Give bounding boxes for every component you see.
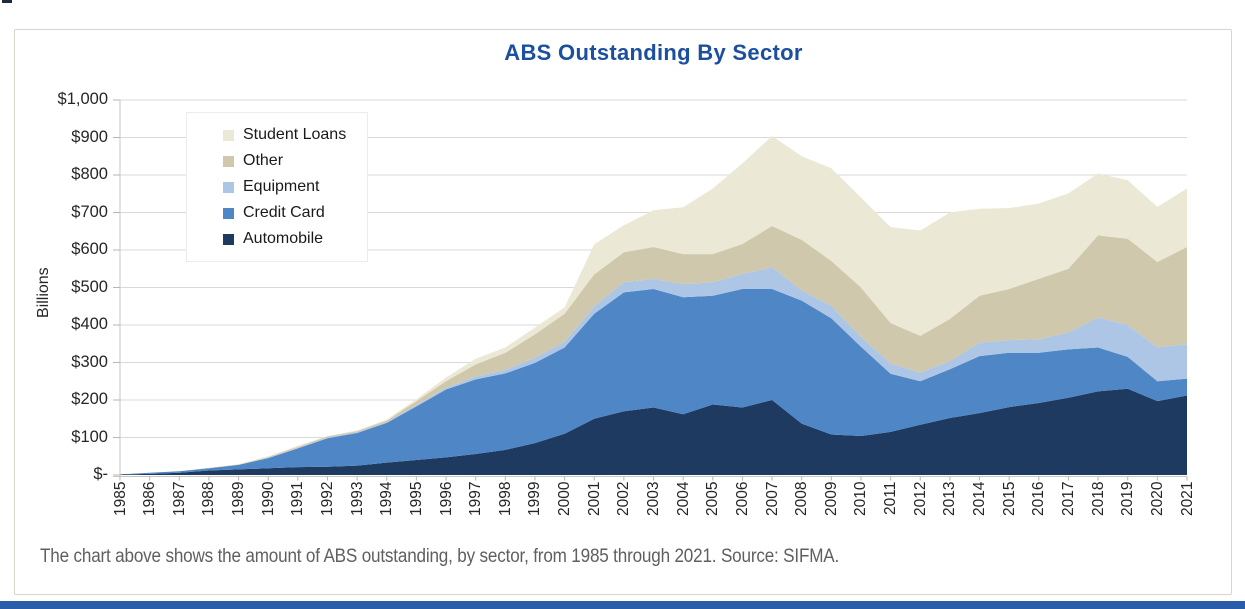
y-axis-tick-label: $300 [71,352,108,371]
x-axis-tick-label: 1990 [259,482,277,517]
x-axis-tick-label: 2018 [1089,482,1107,517]
y-axis-tick-label: $900 [71,127,108,146]
x-axis-tick-label: 1986 [141,482,159,517]
x-axis-tick-label: 2017 [1059,482,1077,517]
caption: The chart above shows the amount of ABS … [40,546,840,567]
x-axis-tick-label: 1997 [467,482,485,517]
area-automobile [120,388,1187,475]
legend-label: Student Loans [243,126,347,143]
x-axis-tick-label: 1992 [318,482,336,517]
legend-item-equipment: Equipment [223,175,367,199]
x-axis-tick-label: 2007 [763,482,781,517]
x-axis-tick-label: 2005 [704,482,722,517]
area-credit-card [120,289,1187,475]
x-axis-tick-label: 1991 [289,482,307,517]
x-axis-tick-label: 1985 [111,482,129,517]
area-other [120,226,1187,475]
y-axis-tick-label: $600 [71,240,108,258]
x-axis-tick-label: 2004 [674,482,692,517]
y-axis-tick-label: $400 [71,315,108,333]
legend-swatch [223,207,234,219]
x-axis-tick-label: 2012 [911,482,929,517]
legend: Student Loans Other Equipment Credit Card Au… [186,112,368,262]
x-axis-tick-label: 2006 [733,482,751,517]
bottom-accent-bar [0,601,1245,609]
x-axis-tick-label: 2016 [1030,482,1048,517]
legend-swatch [223,181,234,193]
x-axis-tick-label: 1996 [437,482,455,517]
legend-swatch [223,155,234,167]
x-axis-tick-label: 2019 [1119,482,1137,517]
x-axis-tick-label: 2008 [793,482,811,517]
x-axis-tick-label: 2000 [556,482,574,517]
y-axis-tick-label: $700 [71,202,108,221]
x-axis-tick-label: 2015 [1000,482,1018,517]
x-axis-tick-label: 1999 [526,482,544,517]
legend-item-credit-card: Credit Card [223,201,367,225]
chart-title: ABS Outstanding By Sector [504,40,803,65]
legend-swatch [223,233,234,245]
y-axis-tick-label: $500 [71,277,108,296]
legend-item-student-loans: Student Loans [223,123,367,147]
x-axis-tick-label: 2011 [882,482,900,516]
x-axis-tick-label: 1987 [170,482,188,517]
legend-label: Credit Card [243,204,325,221]
legend-swatch [223,129,234,141]
y-axis-tick-label: $800 [71,165,108,183]
y-axis-tick-label: $- [93,465,108,483]
x-axis-tick-label: 1988 [200,482,218,517]
legend-item-automobile: Automobile [223,227,367,251]
x-axis-tick-label: 1989 [230,482,248,517]
area-equipment [120,267,1187,475]
x-axis-tick-label: 2002 [615,482,633,517]
y-axis-tick-label: $100 [71,427,108,446]
x-axis-tick-label: 1994 [378,482,396,517]
x-axis-tick-label: 2013 [941,482,959,517]
legend-item-other: Other [223,149,367,173]
x-axis-tick-label: 2014 [971,482,989,517]
x-axis-tick-label: 1995 [407,482,425,517]
x-axis-tick-label: 2003 [645,482,662,517]
x-axis-tick-label: 2020 [1148,482,1166,517]
x-axis-tick-label: 2001 [585,482,603,517]
legend-label: Equipment [243,178,320,195]
x-axis-tick-label: 2010 [852,482,870,517]
y-axis-tick-label: $1,000 [57,90,108,108]
x-axis-tick-label: 2021 [1178,482,1196,517]
x-axis-tick-label: 2009 [822,482,840,517]
legend-label: Other [243,152,284,169]
x-axis-tick-label: 1998 [496,482,514,517]
x-axis-tick-label: 1993 [348,482,366,517]
y-axis-tick-label: $200 [71,390,108,408]
top-edge-artifact [2,0,12,3]
legend-label: Automobile [243,230,324,247]
